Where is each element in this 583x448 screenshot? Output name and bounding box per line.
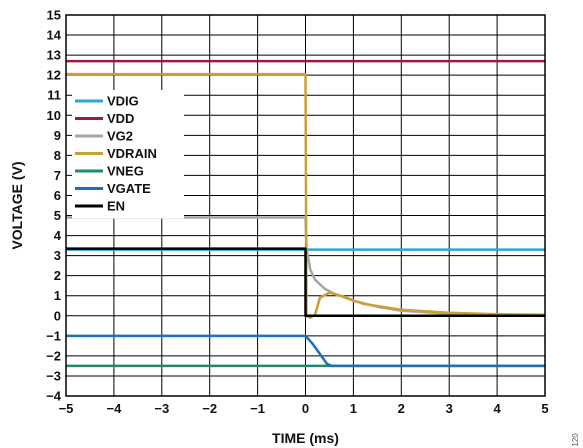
y-tick-label: 7 — [54, 168, 61, 183]
tick-labels: −5 −4 −3 −2 −1 0 1 2 3 4 5−4−3−2−10123456789101112… — [46, 8, 548, 417]
legend: VDIG VDD VG2 VDRAIN VNEG VGATE EN — [72, 90, 184, 219]
y-tick-label: 8 — [54, 148, 61, 163]
x-tick-label: 2 — [398, 401, 405, 416]
legend-label: VGATE — [107, 181, 151, 196]
y-tick-label: 13 — [47, 48, 61, 63]
x-tick-label: −1 — [250, 401, 265, 416]
legend-label: VG2 — [107, 129, 133, 144]
y-tick-label: 5 — [54, 208, 61, 223]
y-tick-label: 6 — [54, 188, 61, 203]
x-tick-label: −2 — [202, 401, 217, 416]
y-tick-label: 2 — [54, 268, 61, 283]
x-tick-label: 1 — [350, 401, 357, 416]
y-tick-label: 11 — [47, 88, 61, 103]
y-tick-label: −2 — [46, 348, 61, 363]
legend-label: VDD — [107, 111, 134, 126]
x-tick-label: 5 — [541, 401, 548, 416]
x-tick-label: 3 — [446, 401, 453, 416]
y-tick-label: 10 — [47, 108, 61, 123]
series-lines — [66, 59, 546, 368]
y-tick-label: 9 — [54, 128, 61, 143]
y-tick-label: 4 — [54, 228, 62, 243]
x-tick-label: 0 — [302, 401, 309, 416]
y-tick-label: 1 — [54, 288, 61, 303]
legend-label: EN — [107, 199, 125, 214]
y-tick-label: −1 — [46, 328, 61, 343]
y-tick-label: −4 — [46, 389, 62, 404]
x-tick-label: 4 — [493, 401, 501, 416]
legend-label: VDRAIN — [107, 146, 157, 161]
plot-frame — [65, 14, 546, 397]
y-tick-label: 14 — [47, 28, 62, 43]
x-tick-label: −5 — [59, 401, 74, 416]
figure-id: 120 — [571, 433, 580, 447]
y-tick-label: 0 — [54, 308, 61, 323]
series-line-vgate — [66, 334, 545, 368]
y-tick-label: 3 — [54, 248, 61, 263]
series-line-en — [66, 247, 545, 318]
legend-label: VNEG — [107, 164, 144, 179]
y-tick-label: 12 — [47, 68, 61, 83]
y-axis-title: VOLTAGE (V) — [9, 161, 25, 249]
x-tick-label: −4 — [106, 401, 122, 416]
y-tick-label: 15 — [47, 8, 61, 23]
legend-label: VDIG — [107, 94, 139, 109]
x-axis-title: TIME (ms) — [272, 430, 339, 446]
x-tick-label: −3 — [154, 401, 169, 416]
y-tick-label: −3 — [46, 368, 61, 383]
